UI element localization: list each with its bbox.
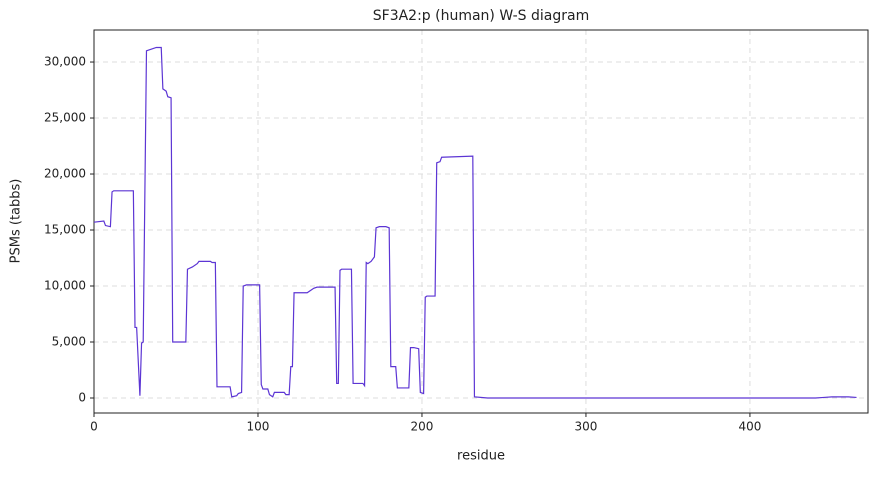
chart-title: SF3A2:p (human) W-S diagram bbox=[373, 8, 589, 24]
y-tick-label: 25,000 bbox=[44, 111, 86, 125]
y-axis-label: PSMs (tabbs) bbox=[9, 179, 24, 264]
y-tick-label: 5,000 bbox=[52, 334, 86, 348]
plot-frame bbox=[93, 29, 869, 414]
x-axis-label: residue bbox=[457, 449, 505, 464]
x-tick-label: 200 bbox=[411, 420, 434, 434]
x-tick-label: 300 bbox=[574, 420, 597, 434]
x-tick-label: 100 bbox=[247, 420, 270, 434]
y-tick-label: 30,000 bbox=[44, 55, 86, 69]
y-tick-label: 10,000 bbox=[44, 279, 86, 293]
y-tick-label: 0 bbox=[78, 390, 86, 404]
y-tick-label: 15,000 bbox=[44, 223, 86, 237]
x-tick-label: 0 bbox=[90, 420, 98, 434]
y-tick-label: 20,000 bbox=[44, 167, 86, 181]
x-tick-label: 400 bbox=[738, 420, 761, 434]
data-line bbox=[93, 46, 857, 399]
